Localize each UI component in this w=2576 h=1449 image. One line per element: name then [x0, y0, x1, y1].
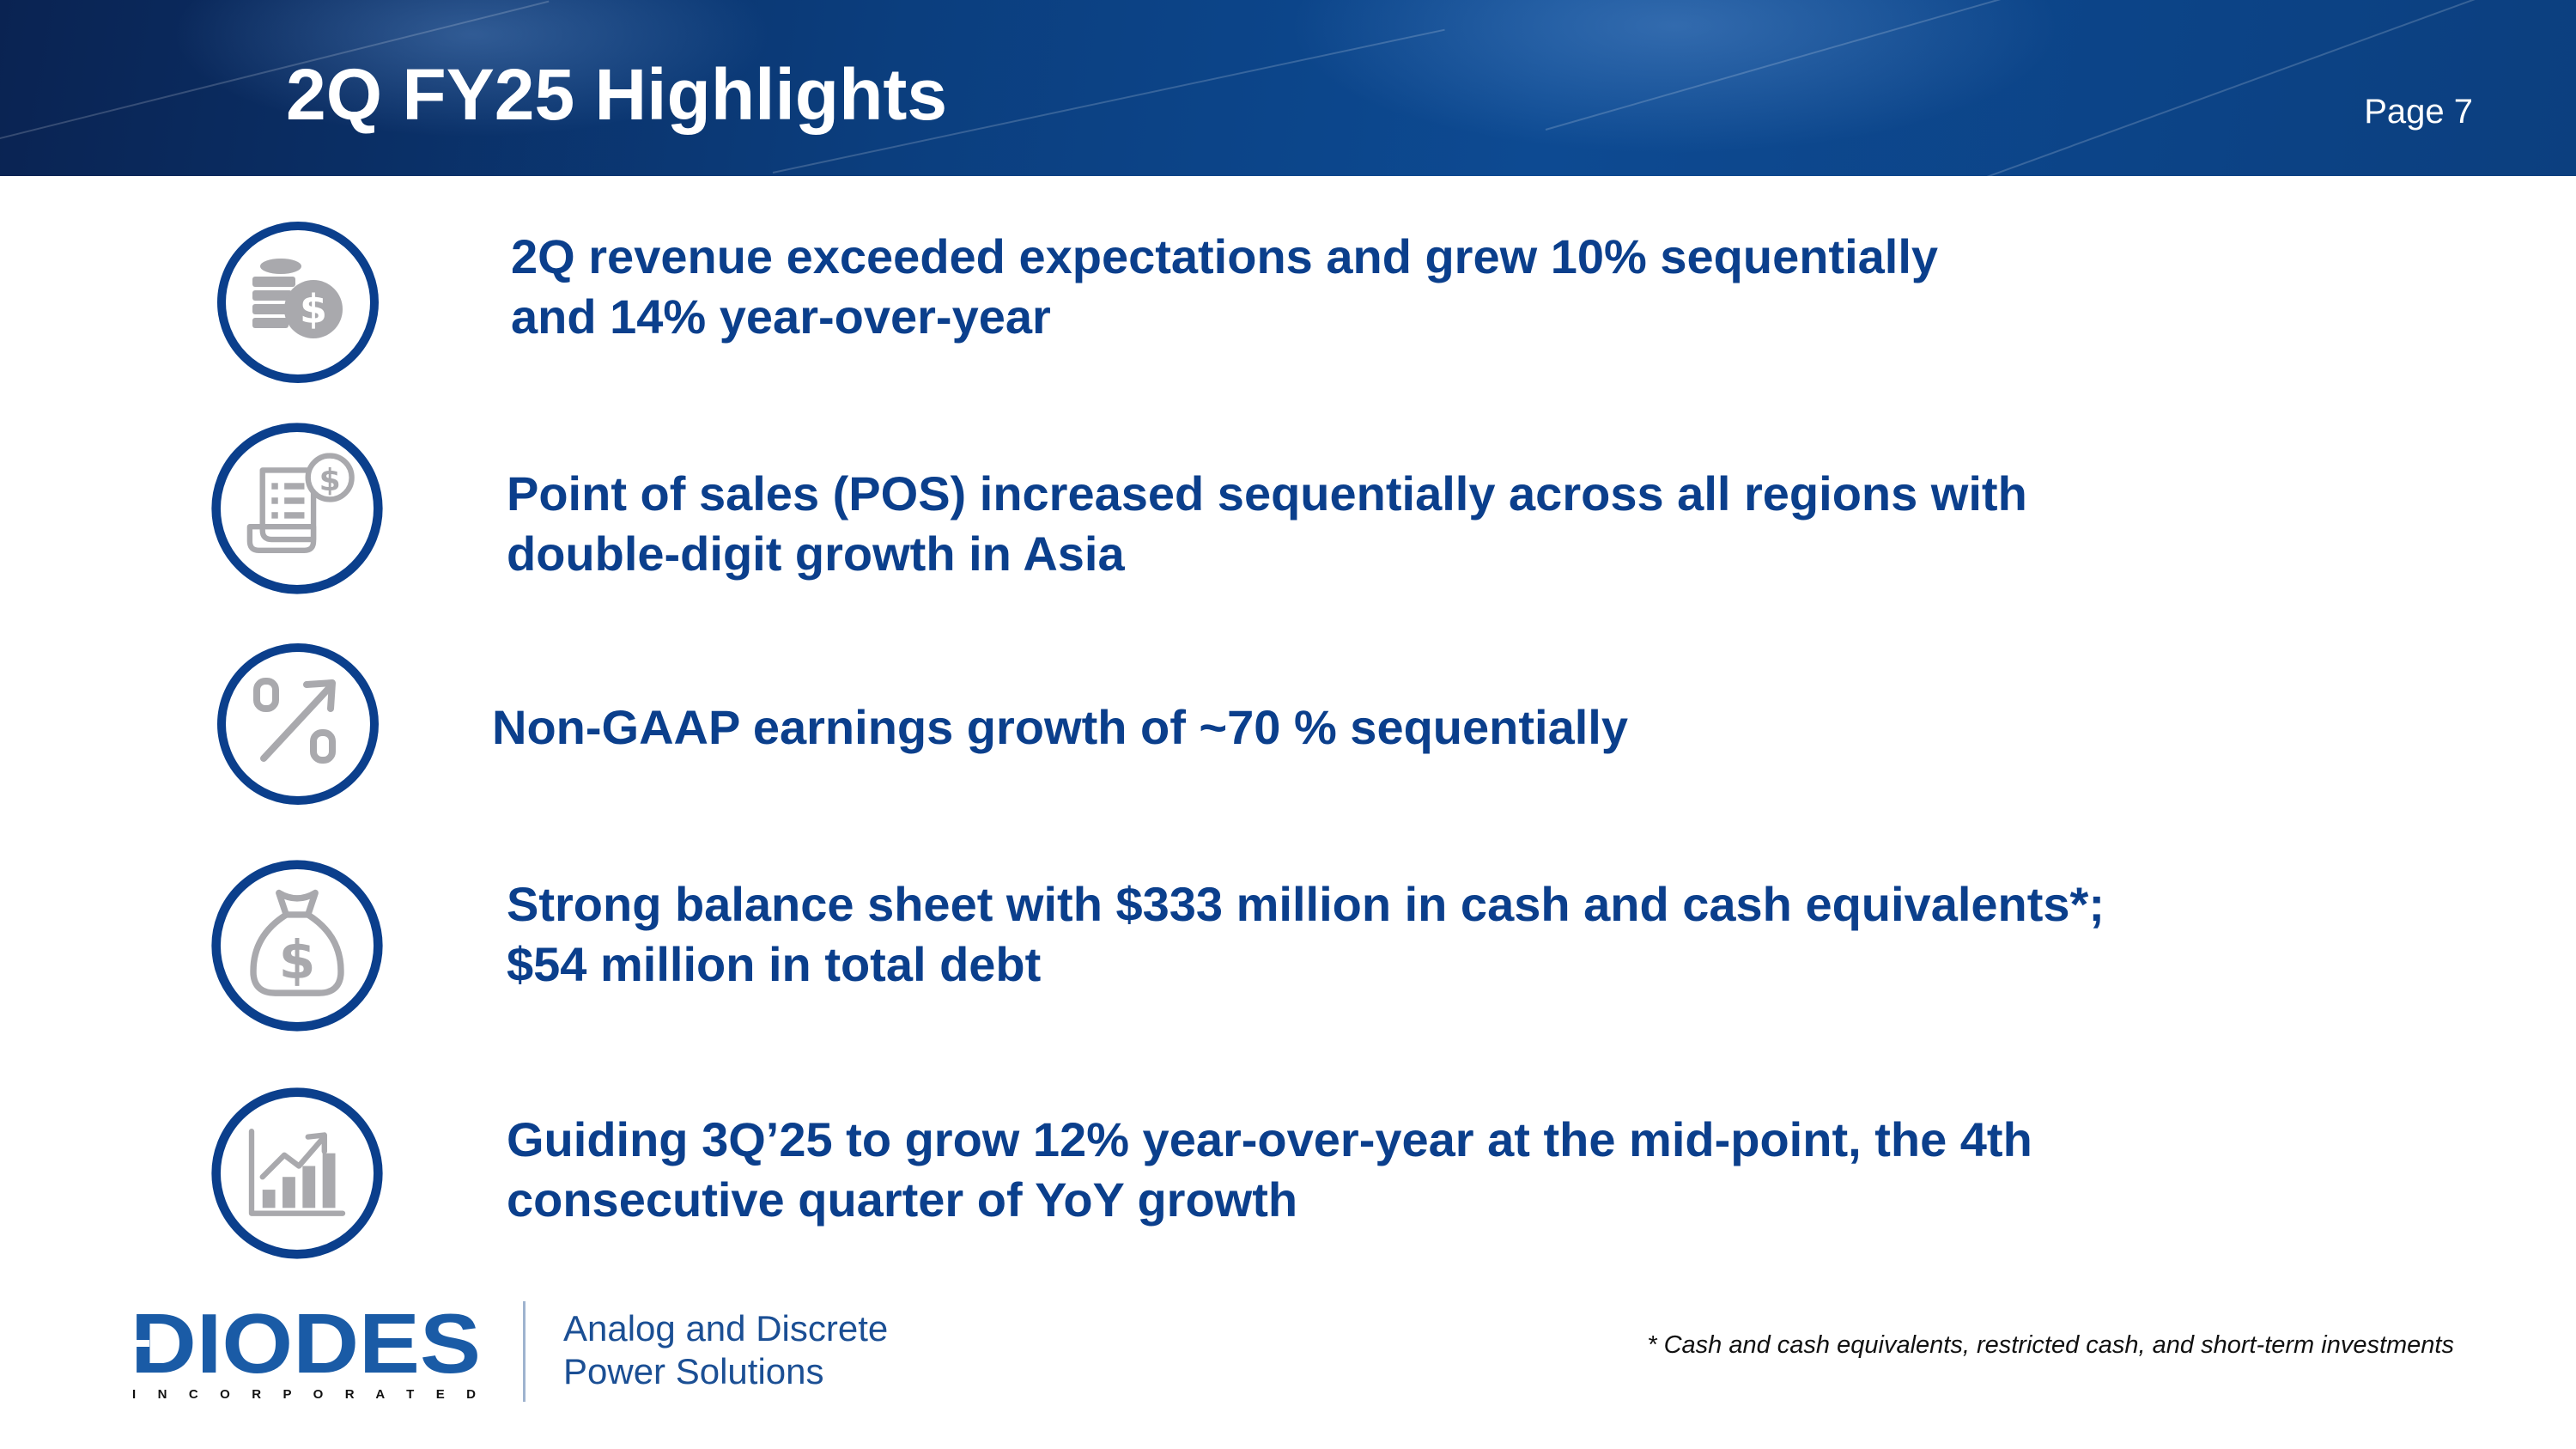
- bullet-2-line2: double-digit growth in Asia: [507, 527, 1125, 581]
- page-title: 2Q FY25 Highlights: [286, 54, 948, 135]
- bullet-2-text: Point of sales (POS) increased sequentia…: [507, 464, 2027, 584]
- bullet-1-line2: and 14% year-over-year: [511, 289, 1051, 344]
- bullet-4-line2: $54 million in total debt: [507, 937, 1042, 991]
- growth-chart-icon: [211, 1087, 383, 1259]
- logo-divider: [523, 1301, 526, 1402]
- svg-text:$: $: [319, 463, 341, 498]
- bullet-4-line1: Strong balance sheet with $333 million i…: [507, 877, 2105, 931]
- money-bag-icon: $: [211, 860, 383, 1032]
- bullet-5-line1: Guiding 3Q’25 to grow 12% year-over-year…: [507, 1112, 2032, 1166]
- header-banner: 2Q FY25 Highlights Page 7: [0, 0, 2576, 176]
- receipt-dollar-icon: $: [211, 423, 383, 594]
- bullet-2-line1: Point of sales (POS) increased sequentia…: [507, 466, 2027, 521]
- header-glow: [1288, 0, 2061, 155]
- tagline-line1: Analog and Discrete: [563, 1308, 889, 1349]
- bullet-1-text: 2Q revenue exceeded expectations and gre…: [511, 227, 1938, 347]
- svg-text:$: $: [300, 286, 327, 332]
- bullet-5-line2: consecutive quarter of YoY growth: [507, 1172, 1298, 1227]
- svg-text:DIODES: DIODES: [131, 1306, 481, 1391]
- percent-up-icon: [217, 643, 379, 805]
- bullet-5-text: Guiding 3Q’25 to grow 12% year-over-year…: [507, 1110, 2032, 1230]
- bullet-3-line1: Non-GAAP earnings growth of ~70 % sequen…: [492, 700, 1628, 754]
- bullet-3-text: Non-GAAP earnings growth of ~70 % sequen…: [492, 697, 1628, 758]
- diodes-logo: DIODES I N C O R P O R A T E D: [129, 1306, 481, 1402]
- page-number: Page 7: [2364, 93, 2473, 131]
- tagline: Analog and Discrete Power Solutions: [563, 1307, 888, 1393]
- bullet-4-text: Strong balance sheet with $333 million i…: [507, 874, 2105, 995]
- bullet-1-line1: 2Q revenue exceeded expectations and gre…: [511, 229, 1939, 283]
- footnote: * Cash and cash equivalents, restricted …: [1647, 1331, 2454, 1359]
- tagline-line2: Power Solutions: [563, 1351, 824, 1391]
- coins-dollar-icon: $: [217, 222, 379, 383]
- svg-text:$: $: [279, 930, 316, 991]
